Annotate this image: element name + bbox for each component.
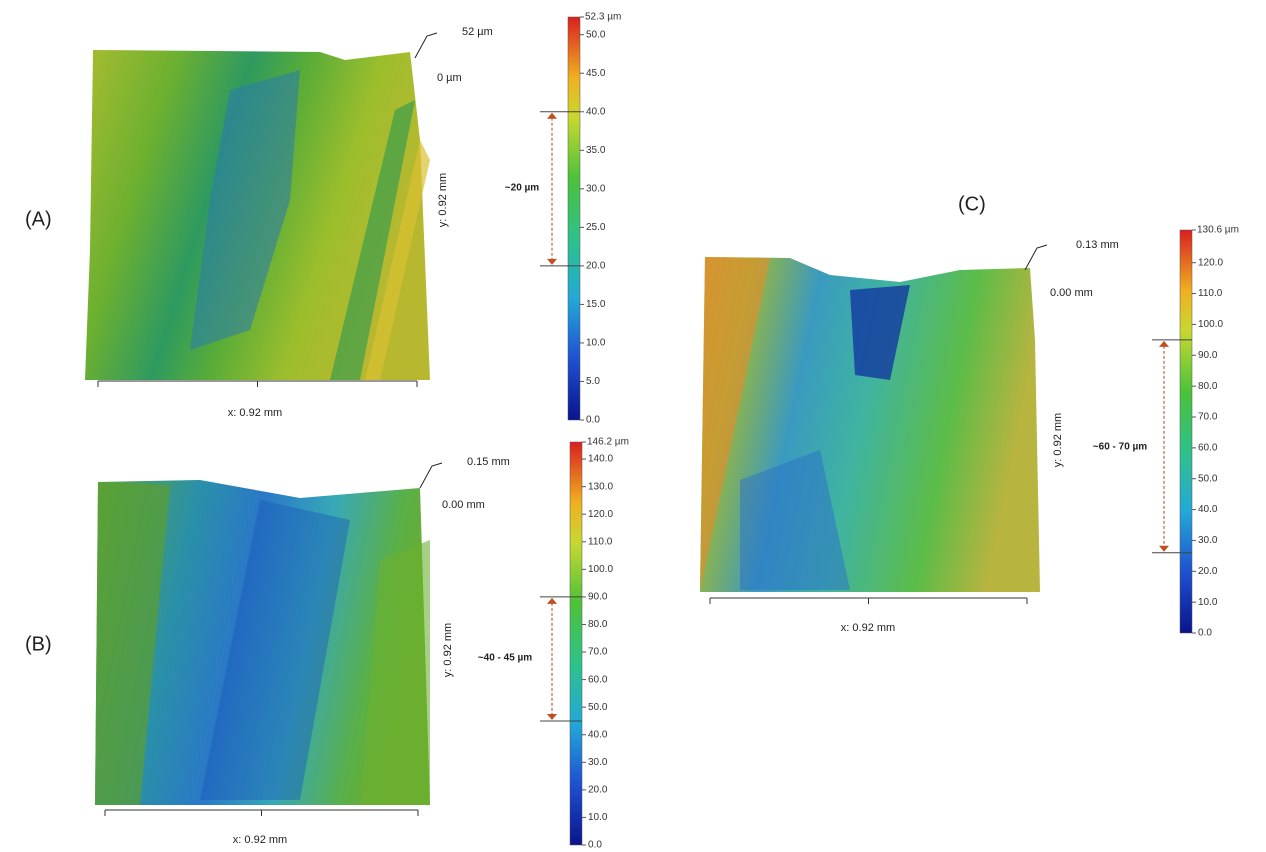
y-axis-label: y: 0.92 mm — [437, 173, 449, 227]
panel-label: (A) — [25, 208, 52, 230]
colorbar-tick-label: 40.0 — [588, 729, 608, 740]
colorbar-tick-label: 0.0 — [588, 840, 602, 851]
height-leader — [1025, 245, 1047, 270]
colorbar-max-label: 52.3 µm — [585, 12, 621, 23]
height-zero-label: 0 µm — [437, 72, 462, 84]
x-axis-label: x: 0.92 mm — [233, 834, 287, 846]
surface-a — [85, 50, 430, 380]
figure: (A) (B) (C) x: 0.92 mm y: 0.92 mm 52 µm 0 µ… — [0, 0, 1266, 852]
colorbar-max-label: 130.6 µm — [1197, 225, 1239, 236]
range-arrowhead — [547, 113, 557, 119]
panel-label: (B) — [25, 633, 52, 655]
height-zero-label: 0.00 mm — [442, 499, 485, 511]
colorbar-tick-label: 30.0 — [586, 183, 606, 194]
range-arrowhead — [1159, 341, 1169, 347]
colorbar-tick-label: 25.0 — [586, 222, 606, 233]
colorbar-tick-label: 70.0 — [588, 647, 608, 658]
colorbar-tick-label: 140.0 — [588, 454, 613, 465]
x-axis-label: x: 0.92 mm — [841, 622, 895, 634]
colorbar-tick-label: 35.0 — [586, 145, 606, 156]
height-top-label: 0.15 mm — [467, 456, 510, 468]
colorbar-tick-label: 15.0 — [586, 299, 606, 310]
colorbar-tick-label: 100.0 — [588, 564, 613, 575]
colorbar — [1180, 230, 1192, 633]
colorbar-tick-label: 20.0 — [588, 785, 608, 796]
range-label: ~40 - 45 µm — [478, 653, 533, 664]
height-zero-label: 0.00 mm — [1050, 287, 1093, 299]
colorbar-tick-label: 50.0 — [586, 29, 606, 40]
colorbar-tick-label: 50.0 — [588, 702, 608, 713]
colorbar-tick-label: 120.0 — [588, 509, 613, 520]
range-arrowhead — [547, 714, 557, 720]
x-axis-label: x: 0.92 mm — [228, 407, 282, 419]
y-axis-label: y: 0.92 mm — [442, 623, 454, 677]
colorbar-tick-label: 40.0 — [1198, 504, 1218, 515]
colorbar-tick-label: 60.0 — [1198, 442, 1218, 453]
height-leader — [420, 463, 442, 488]
y-axis-label: y: 0.92 mm — [1052, 413, 1064, 467]
surface-c — [700, 257, 1040, 592]
colorbar-tick-label: 0.0 — [1198, 628, 1212, 639]
colorbar-tick-label: 90.0 — [1198, 350, 1218, 361]
colorbar-tick-label: 10.0 — [1198, 597, 1218, 608]
range-arrowhead — [547, 598, 557, 604]
colorbar-tick-label: 10.0 — [588, 812, 608, 823]
colorbar — [568, 17, 580, 420]
panel-label: (C) — [958, 193, 986, 215]
colorbar — [570, 442, 582, 845]
range-arrowhead — [547, 259, 557, 265]
colorbar-tick-label: 100.0 — [1198, 319, 1223, 330]
colorbar-tick-label: 80.0 — [1198, 381, 1218, 392]
colorbar-tick-label: 60.0 — [588, 674, 608, 685]
surface-b — [95, 480, 430, 805]
colorbar-tick-label: 80.0 — [588, 619, 608, 630]
range-label: ~20 µm — [505, 183, 540, 194]
range-arrowhead — [1159, 546, 1169, 552]
colorbar-tick-label: 40.0 — [586, 106, 606, 117]
colorbar-tick-label: 90.0 — [588, 592, 608, 603]
colorbar-tick-label: 110.0 — [1198, 288, 1223, 299]
colorbar-tick-label: 110.0 — [588, 536, 613, 547]
colorbar-tick-label: 30.0 — [588, 757, 608, 768]
colorbar-tick-label: 50.0 — [1198, 473, 1218, 484]
colorbar-tick-label: 70.0 — [1198, 412, 1218, 423]
range-label: ~60 - 70 µm — [1093, 442, 1148, 453]
colorbar-tick-label: 10.0 — [586, 338, 606, 349]
colorbar-tick-label: 5.0 — [586, 376, 600, 387]
colorbar-max-label: 146.2 µm — [587, 437, 629, 448]
height-top-label: 52 µm — [462, 26, 493, 38]
colorbar-tick-label: 130.0 — [588, 481, 613, 492]
height-top-label: 0.13 mm — [1076, 239, 1119, 251]
colorbar-tick-label: 20.0 — [586, 261, 606, 272]
colorbar-tick-label: 30.0 — [1198, 535, 1218, 546]
colorbar-tick-label: 0.0 — [586, 415, 600, 426]
colorbar-tick-label: 120.0 — [1198, 257, 1223, 268]
height-leader — [415, 33, 437, 58]
colorbar-tick-label: 45.0 — [586, 68, 606, 79]
colorbar-tick-label: 20.0 — [1198, 566, 1218, 577]
